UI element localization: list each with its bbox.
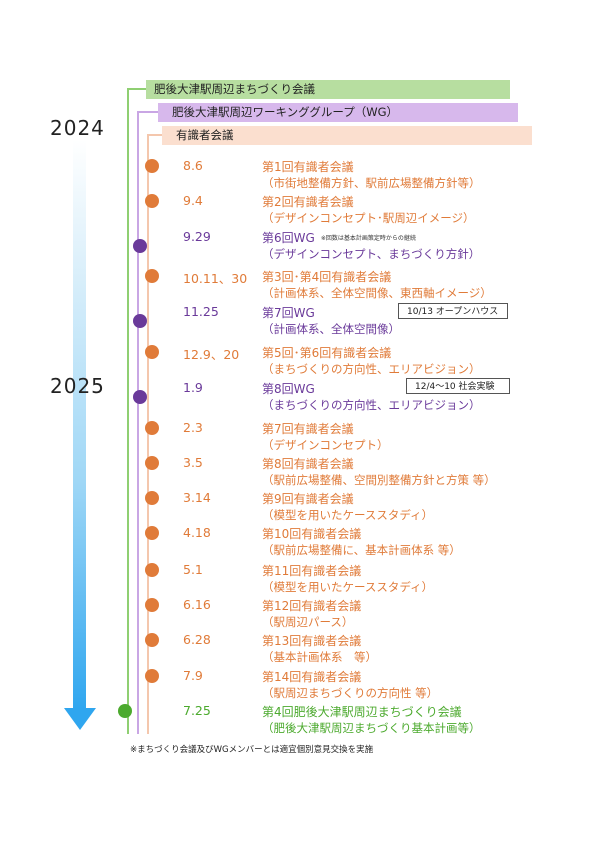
wg-connector: [137, 111, 158, 113]
expert-event-dot: [145, 598, 159, 612]
event-title-text: 第13回有識者会議: [262, 634, 362, 648]
event-date: 2.3: [183, 420, 203, 435]
event-detail: （駅前広場整備、空間別整備方針と方策 等）: [262, 473, 496, 487]
council-connector: [127, 88, 146, 90]
event-detail: （まちづくりの方向性、エリアビジョン）: [262, 362, 481, 376]
event-title-text: 第14回有識者会議: [262, 670, 362, 684]
wg-event-dot: [133, 239, 147, 253]
year-label-2024: 2024: [50, 116, 105, 140]
event-detail: （市街地整備方針、駅前広場整備方針等）: [262, 176, 481, 190]
event-detail: （模型を用いたケーススタディ）: [262, 508, 434, 522]
wg-timeline-line: [137, 112, 139, 734]
expert-event-dot: [145, 491, 159, 505]
expert-event-dot: [145, 633, 159, 647]
event-title-text: 第9回有識者会議: [262, 492, 354, 506]
event-detail: （デザインコンセプト）: [262, 438, 389, 452]
expert-event-dot: [145, 421, 159, 435]
event-date: 10.11、30: [183, 271, 248, 286]
council-timeline-line: [127, 89, 129, 734]
event-title: 第3回･第4回有識者会議: [262, 268, 391, 285]
event-date: 12.9、20: [183, 347, 240, 362]
event-title: 第9回有識者会議: [262, 490, 354, 507]
event-title-text: 第12回有識者会議: [262, 599, 362, 613]
event-date: 1.9: [183, 380, 203, 395]
event-title: 第11回有識者会議: [262, 562, 361, 579]
footnote: ※まちづくり会議及びWGメンバーとは適宜個別意見交換を実施: [130, 745, 374, 755]
event-title-text: 第6回WG: [262, 231, 315, 245]
event-title: 第10回有識者会議: [262, 525, 361, 542]
event-title: 第8回WG: [262, 380, 315, 397]
expert-event-dot: [145, 526, 159, 540]
event-date: 6.16: [183, 597, 211, 612]
expert-event-dot: [145, 269, 159, 283]
event-date: 4.18: [183, 525, 211, 540]
event-title-text: 第11回有識者会議: [262, 564, 362, 578]
event-date: 3.5: [183, 455, 203, 470]
event-date: 7.9: [183, 668, 203, 683]
time-arrow-head-icon: [64, 708, 96, 730]
event-date: 5.1: [183, 562, 203, 577]
wg-band: 肥後大津駅周辺ワーキンググループ（WG）: [158, 103, 518, 122]
expert-connector: [147, 134, 162, 136]
event-title-text: 第7回WG: [262, 306, 315, 320]
event-title: 第2回有識者会議: [262, 193, 354, 210]
event-title: 第6回WG ※回数は基本計画策定時からの継続: [262, 229, 416, 246]
expert-event-dot: [145, 563, 159, 577]
wg-event-dot: [133, 390, 147, 404]
wg-event-dot: [133, 314, 147, 328]
event-detail: （駅周辺まちづくりの方向性 等）: [262, 686, 439, 700]
event-title-text: 第5回･第6回有識者会議: [262, 346, 392, 360]
event-callout-box: 10/13 オープンハウス: [398, 303, 508, 319]
expert-timeline-line: [147, 135, 149, 734]
event-detail: （計画体系、全体空間像）: [262, 322, 400, 336]
event-title: 第12回有識者会議: [262, 597, 361, 614]
event-title: 第1回有識者会議: [262, 158, 354, 175]
time-arrow-shaft: [73, 140, 86, 710]
event-detail: （肥後大津駅周辺まちづくり基本計画等）: [262, 721, 481, 735]
expert-event-dot: [145, 194, 159, 208]
event-title: 第14回有識者会議: [262, 668, 361, 685]
event-detail: （デザインコンセプト、まちづくり方針）: [262, 247, 481, 261]
event-title-text: 第8回WG: [262, 382, 315, 396]
event-note: ※回数は基本計画策定時からの継続: [320, 235, 416, 242]
event-date: 3.14: [183, 490, 211, 505]
event-title-text: 第3回･第4回有識者会議: [262, 270, 392, 284]
expert-event-dot: [145, 669, 159, 683]
expert-event-dot: [145, 456, 159, 470]
event-date: 9.29: [183, 229, 211, 244]
event-detail: （駅前広場整備に、基本計画体系 等）: [262, 543, 461, 557]
event-date: 6.28: [183, 632, 211, 647]
event-detail: （まちづくりの方向性、エリアビジョン）: [262, 398, 481, 412]
council-event-dot: [118, 704, 132, 718]
event-title-text: 第2回有識者会議: [262, 195, 354, 209]
council-band: 肥後大津駅周辺まちづくり会議: [146, 80, 510, 99]
event-detail: （基本計画体系 等）: [262, 650, 377, 664]
event-title: 第7回WG: [262, 304, 315, 321]
event-title-text: 第10回有識者会議: [262, 527, 362, 541]
event-detail: （計画体系、全体空間像、東西軸イメージ）: [262, 286, 492, 300]
expert-event-dot: [145, 159, 159, 173]
event-title-text: 第1回有識者会議: [262, 160, 354, 174]
event-date: 7.25: [183, 703, 211, 718]
event-title-text: 第4回肥後大津駅周辺まちづくり会議: [262, 705, 462, 719]
event-title: 第5回･第6回有識者会議: [262, 344, 391, 361]
event-detail: （デザインコンセプト･駅周辺イメージ）: [262, 211, 475, 225]
year-label-2025: 2025: [50, 374, 105, 398]
event-detail: （駅周辺パース）: [262, 615, 354, 629]
event-date: 8.6: [183, 158, 203, 173]
expert-event-dot: [145, 345, 159, 359]
event-title: 第13回有識者会議: [262, 632, 361, 649]
expert-band: 有識者会議: [162, 126, 532, 145]
event-date: 9.4: [183, 193, 203, 208]
event-title-text: 第8回有識者会議: [262, 457, 354, 471]
event-date: 11.25: [183, 304, 219, 319]
event-title-text: 第7回有識者会議: [262, 422, 354, 436]
event-detail: （模型を用いたケーススタディ）: [262, 580, 434, 594]
event-title: 第4回肥後大津駅周辺まちづくり会議: [262, 703, 462, 720]
event-callout-box: 12/4～10 社会実験: [406, 378, 510, 394]
event-title: 第8回有識者会議: [262, 455, 354, 472]
event-title: 第7回有識者会議: [262, 420, 354, 437]
